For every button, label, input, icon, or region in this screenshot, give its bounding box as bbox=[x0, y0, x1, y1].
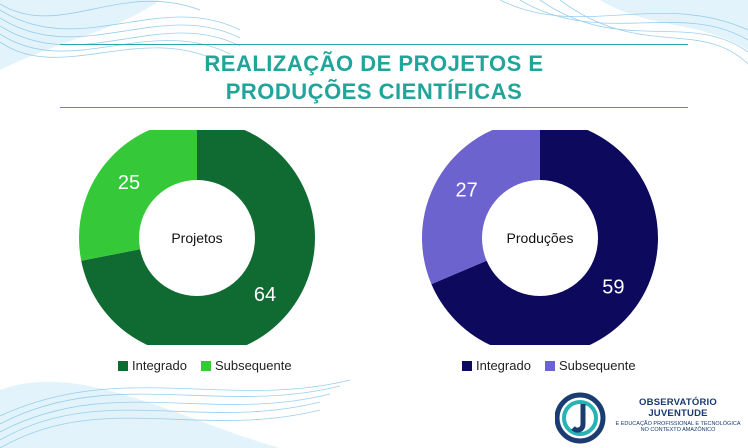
logo-text: OBSERVATÓRIO JUVENTUDE E EDUCAÇÃO PROFIS… bbox=[610, 397, 746, 433]
logo-j-icon bbox=[571, 404, 586, 433]
title-top-rule bbox=[60, 44, 688, 45]
projetos-data-label-integrado: 64 bbox=[254, 284, 276, 306]
title-line-1: REALIZAÇÃO DE PROJETOS E bbox=[204, 51, 544, 76]
legend-item-subsequente: Subsequente bbox=[200, 358, 292, 373]
legend-item-subsequente: Subsequente bbox=[544, 358, 636, 373]
title-bottom-rule bbox=[60, 107, 688, 108]
producoes-donut-hole bbox=[482, 180, 598, 296]
legend-swatch-integrado bbox=[462, 360, 472, 371]
logo-inner-ring-icon bbox=[562, 400, 598, 436]
legend-item-integrado: Integrado bbox=[462, 358, 531, 373]
observatorio-logo bbox=[555, 392, 606, 444]
producoes-center-label: Produções bbox=[507, 230, 574, 246]
projetos-data-labels: 64 25 bbox=[118, 172, 276, 306]
projetos-data-label-subsequente: 25 bbox=[118, 172, 140, 194]
producoes-legend: Integrado Subsequente bbox=[462, 358, 644, 373]
title-line-2: PRODUÇÕES CIENTÍFICAS bbox=[225, 79, 523, 104]
legend-label-subsequente: Subsequente bbox=[214, 358, 292, 373]
projetos-donut-hole bbox=[139, 180, 255, 296]
logo-line-1: OBSERVATÓRIO JUVENTUDE bbox=[639, 397, 717, 419]
logo-line-3: NO CONTEXTO AMAZÔNICO bbox=[640, 427, 716, 433]
legend-swatch-integrado bbox=[118, 360, 128, 371]
producoes-data-label-integrado: 59 bbox=[602, 277, 624, 299]
legend-swatch-subsequente bbox=[544, 360, 555, 371]
producoes-data-label-subsequente: 27 bbox=[455, 179, 477, 201]
legend-swatch-subsequente bbox=[200, 360, 211, 371]
legend-item-integrado: Integrado bbox=[118, 358, 187, 373]
logo-line-2: E EDUCAÇÃO PROFISSIONAL E TECNOLÓGICA bbox=[615, 421, 741, 427]
logo-ring-icon bbox=[555, 392, 606, 444]
projetos-donut-chart: Projetos 64 25 bbox=[79, 130, 315, 345]
legend-label-integrado: Integrado bbox=[132, 358, 187, 373]
projetos-legend: Integrado Subsequente bbox=[118, 358, 300, 373]
producoes-donut-chart: Produções 59 27 bbox=[422, 130, 658, 345]
page-title: REALIZAÇÃO DE PROJETOS E PRODUÇÕES CIENT… bbox=[60, 50, 688, 106]
projetos-center-label: Projetos bbox=[171, 230, 222, 246]
legend-label-integrado: Integrado bbox=[476, 358, 531, 373]
producoes-data-labels: 59 27 bbox=[455, 179, 624, 298]
legend-label-subsequente: Subsequente bbox=[558, 358, 636, 373]
